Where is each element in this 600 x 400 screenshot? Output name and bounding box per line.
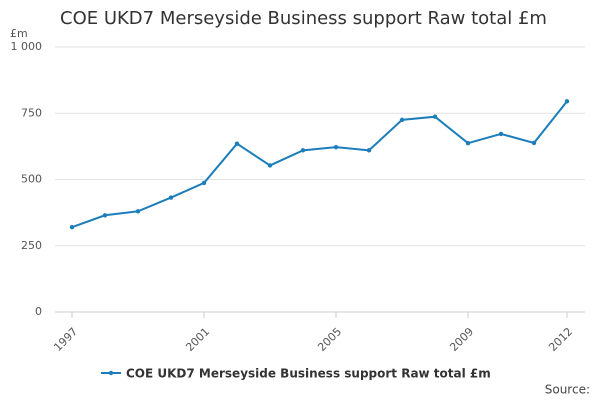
point — [333, 144, 339, 150]
y-tick-label: 500 — [21, 173, 42, 186]
legend-marker — [108, 370, 114, 376]
point — [465, 140, 471, 146]
point — [432, 114, 438, 119]
y-tick-label: 0 — [35, 305, 42, 318]
x-tick-label: 1997 — [51, 325, 80, 354]
x-tick-label: 2012 — [546, 325, 575, 354]
source: Source: — [545, 383, 590, 397]
point — [135, 209, 141, 214]
point — [234, 141, 240, 146]
point — [102, 213, 108, 218]
point — [564, 99, 570, 104]
legend-label: COE UKD7 Merseyside Business support Raw… — [126, 367, 491, 381]
point — [201, 180, 207, 186]
point — [531, 140, 537, 146]
y-axis-label: £m — [10, 27, 28, 40]
y-tick-label: 1 000 — [11, 40, 43, 53]
x-tick-label: 2005 — [315, 325, 344, 354]
point — [69, 225, 75, 230]
chart-title: COE UKD7 Merseyside Business support Raw… — [60, 8, 547, 29]
x-tick-label: 2001 — [183, 325, 212, 354]
y-tick-label: 250 — [21, 239, 42, 252]
point — [399, 117, 405, 123]
y-tick-label: 750 — [21, 106, 42, 119]
line — [71, 100, 568, 229]
point — [267, 163, 273, 168]
point — [300, 148, 306, 153]
x-tick-label: 2009 — [447, 325, 476, 354]
point — [498, 131, 504, 137]
point — [168, 195, 174, 200]
point — [366, 148, 372, 153]
